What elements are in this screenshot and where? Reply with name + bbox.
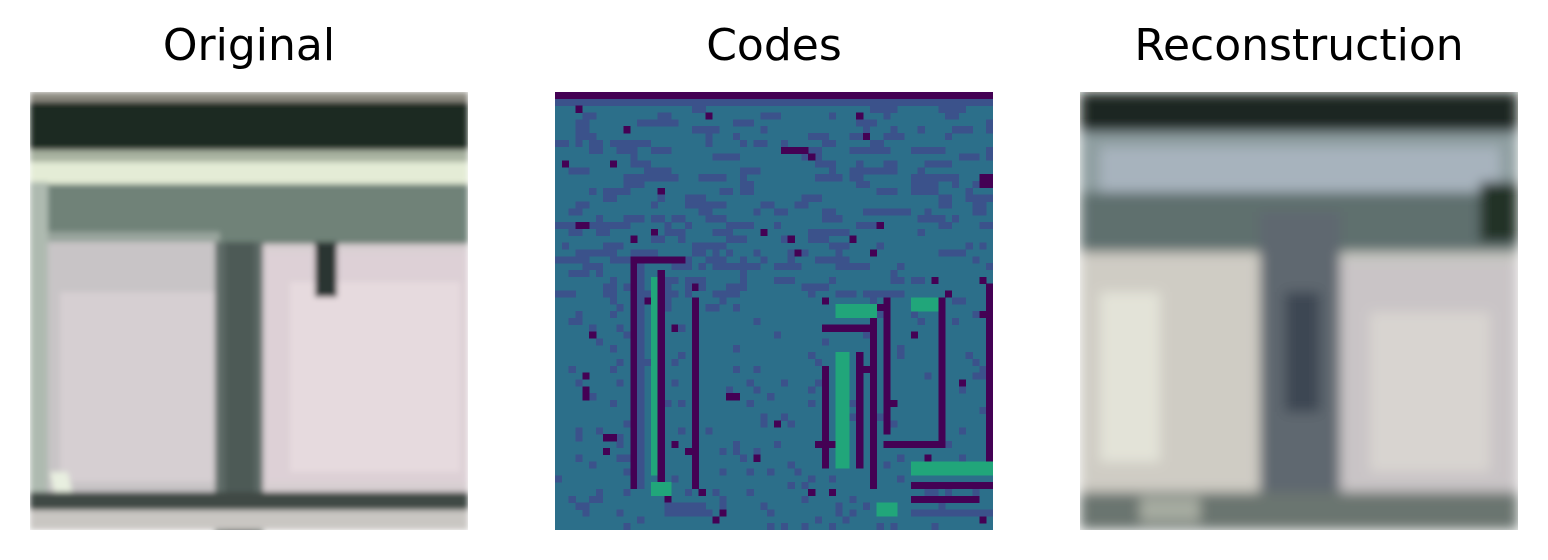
original-image <box>30 92 468 530</box>
reconstruction-title: Reconstruction <box>1134 20 1464 71</box>
codes-image <box>555 92 993 530</box>
codes-title: Codes <box>706 20 842 71</box>
original-title: Original <box>162 20 336 71</box>
reconstruction-image <box>1080 92 1518 530</box>
codes-panel: Codes <box>555 0 993 560</box>
original-panel: Original <box>30 0 468 560</box>
reconstruction-panel: Reconstruction <box>1080 0 1518 560</box>
